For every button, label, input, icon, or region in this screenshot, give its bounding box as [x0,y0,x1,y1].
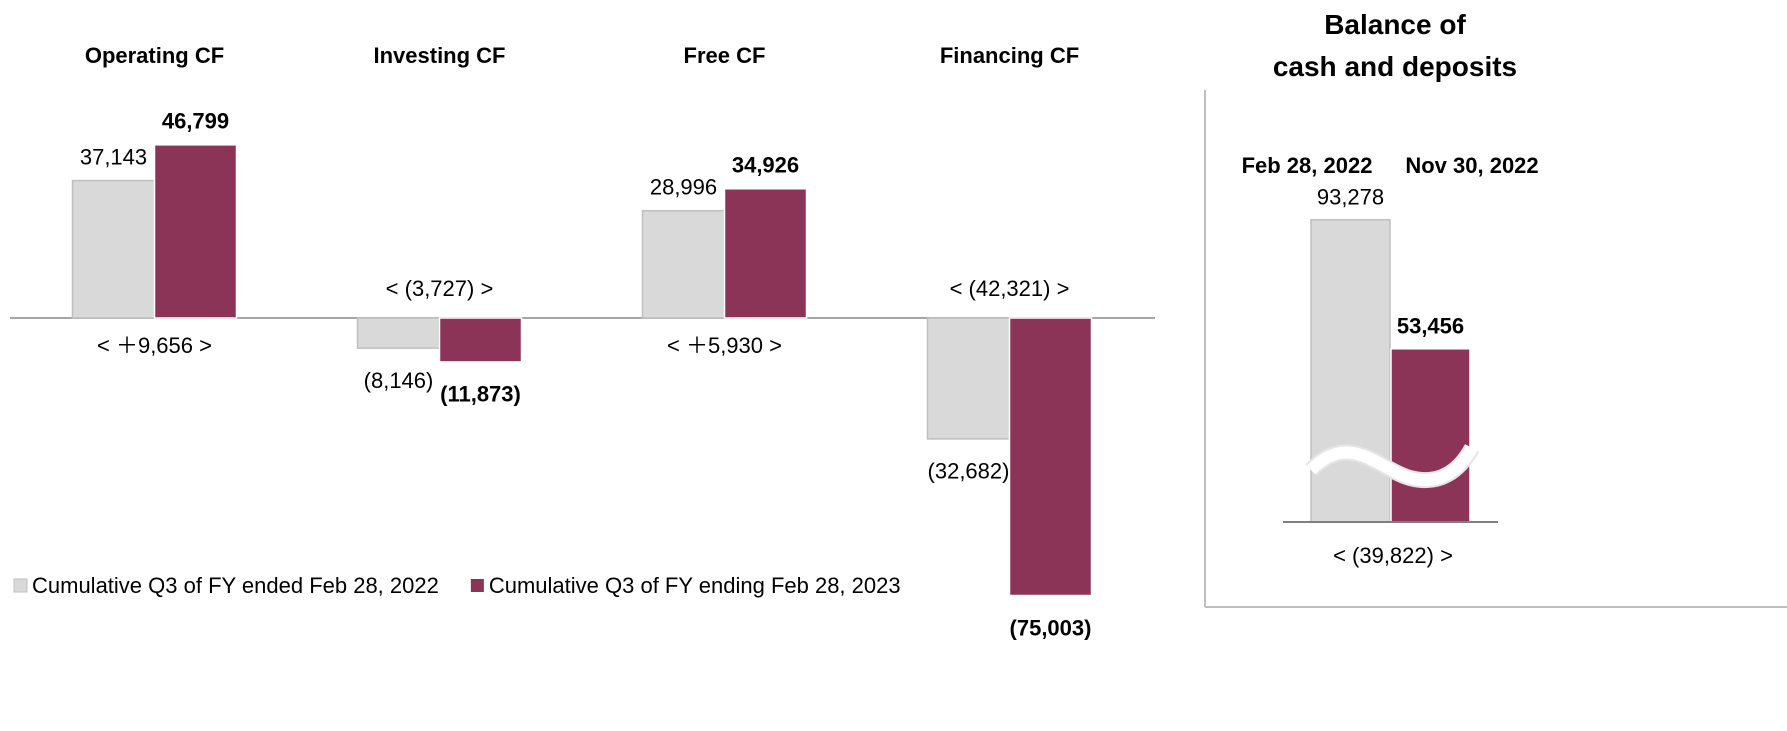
bar [356,317,441,349]
value-label: 46,799 [162,109,229,134]
difference-label: < ＋5,930 > [667,333,782,358]
axis-break [1306,444,1478,487]
difference-label: < (39,822) > [1333,543,1453,568]
bar [1390,348,1471,523]
value-label: 28,996 [650,175,717,200]
difference-label: < (3,727) > [386,276,494,301]
category-title: Financing CF [940,43,1079,68]
bar [153,144,238,319]
value-label: (11,873) [440,382,521,407]
bar [723,188,808,319]
value-label: (32,682) [928,459,1010,484]
difference-label: < ＋9,656 > [97,333,212,358]
bar [438,317,523,363]
bar [641,209,726,319]
value-label: 53,456 [1397,314,1464,339]
legend-swatch [470,579,484,592]
category-label: Feb 28, 2022 [1242,153,1373,178]
bar [1008,317,1093,597]
category-title: Operating CF [85,43,224,68]
value-label: 37,143 [80,144,147,169]
legend-swatch [13,578,28,593]
difference-label: < (42,321) > [950,276,1070,301]
value-label: 34,926 [732,153,799,178]
value-label: (75,003) [1010,615,1092,640]
category-title: Investing CF [373,43,505,68]
value-label: 93,278 [1317,185,1384,210]
value-label: (8,146) [364,368,434,393]
bar [1310,219,1391,523]
legend-label: Cumulative Q3 of FY ending Feb 28, 2023 [489,573,901,598]
legend-label: Cumulative Q3 of FY ended Feb 28, 2022 [32,573,439,598]
category-title: Free CF [684,43,766,68]
bar [926,317,1011,440]
chart-title: Balance of cash and deposits [1272,9,1518,82]
bar [71,179,156,319]
category-label: Nov 30, 2022 [1405,153,1538,178]
